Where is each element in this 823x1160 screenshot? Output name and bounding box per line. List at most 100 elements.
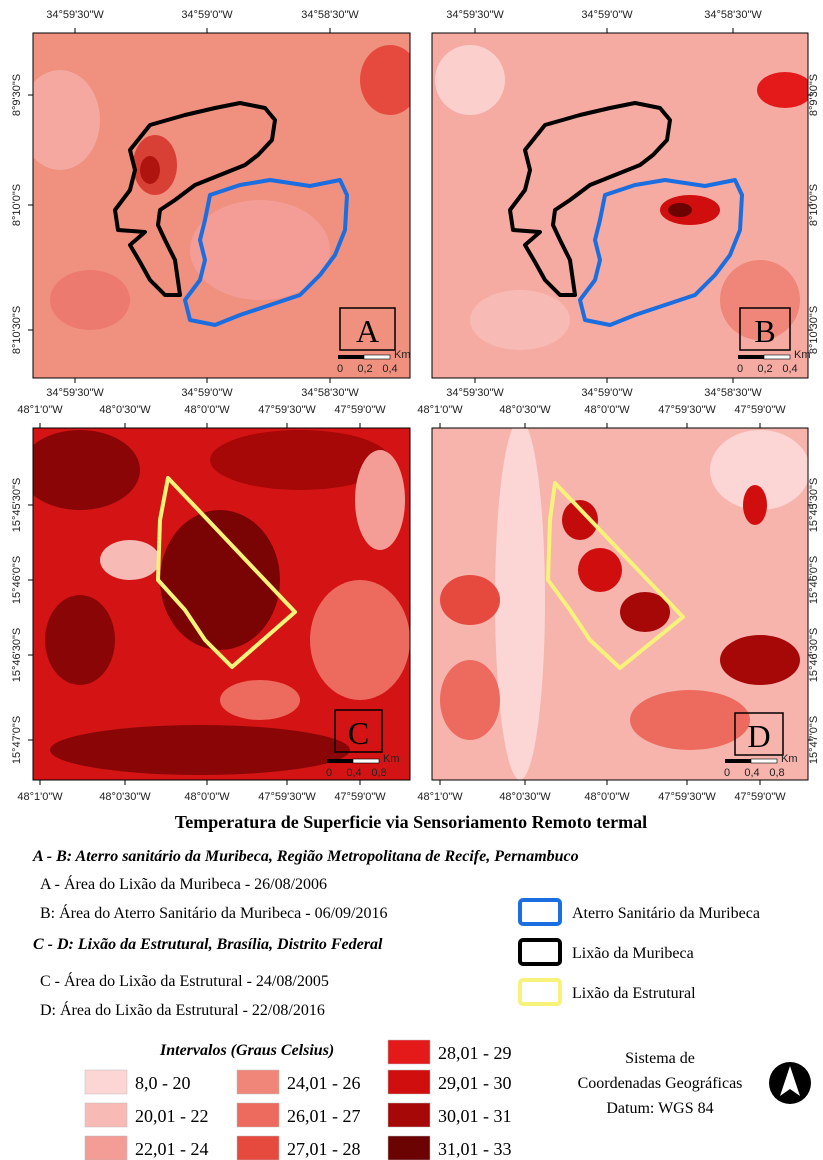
legend-swatch [388,1040,430,1064]
panel-label: C [348,715,369,751]
legend-label: 8,0 - 20 [135,1073,191,1093]
top-tick-label: 34°59'0"W [181,9,233,21]
scale-label: 0,8 [371,767,386,779]
outline-label: Aterro Sanitário da Muribeca [572,905,760,922]
group-item: C - Área do Lixão da Estrutural - 24/08/… [40,971,329,990]
top-tick-label: 34°59'30"W [46,9,104,21]
side-tick-label: 8°10'0"S [808,184,820,226]
bottom-tick-label: 48°0'30"W [99,791,151,803]
bottom-tick-label: 48°1'0"W [17,791,63,803]
scale-bar [764,355,790,359]
bottom-tick-label: 34°59'0"W [581,387,633,399]
bottom-tick-label: 48°1'0"W [417,791,463,803]
scale-label: 0,2 [757,363,772,375]
side-tick-label: 8°10'30"S [11,306,23,354]
top-tick-label: 47°59'30"W [258,404,316,416]
top-tick-label: 34°59'30"W [446,9,504,21]
side-tick-label: 8°9'30"S [808,74,820,116]
crs-text: Sistema de [625,1050,695,1067]
side-tick-label: 15°47'0"S [808,716,820,764]
scale-bar [338,355,364,359]
legend-label: 31,01 - 33 [438,1139,512,1159]
top-tick-label: 34°58'30"W [301,9,359,21]
group-item: D: Área do Lixão da Estrutural - 22/08/2… [40,1000,325,1019]
bottom-tick-label: 48°0'0"W [184,791,230,803]
scale-label: 0 [326,767,332,779]
legend-swatch [388,1136,430,1160]
scale-label: 0,4 [382,363,397,375]
bottom-tick-label: 34°59'0"W [181,387,233,399]
outline-swatch [520,900,560,924]
scale-bar [725,759,751,763]
bottom-tick-label: 47°59'0"W [334,791,386,803]
bottom-tick-label: 34°58'30"W [301,387,359,399]
outline-label: Lixão da Muribeca [572,945,694,962]
scale-bar [353,759,379,763]
scale-label: 0,4 [744,767,759,779]
legend-label: 29,01 - 30 [438,1073,512,1093]
scale-bar [738,355,764,359]
group-heading: A - B: Aterro sanitário da Muribeca, Reg… [32,848,579,865]
side-tick-label: 8°10'0"S [11,184,23,226]
side-tick-label: 15°46'30"S [808,628,820,682]
legend-swatch [85,1136,127,1160]
bottom-tick-label: 34°58'30"W [704,387,762,399]
panel-label: D [747,718,770,754]
legend-title: Intervalos (Graus Celsius) [159,1042,334,1059]
legend-swatch [85,1070,127,1094]
north-arrow [769,1062,811,1104]
group-heading: C - D: Lixão da Estrutural, Brasília, Di… [33,936,383,953]
scale-unit: Km [383,753,400,765]
top-tick-label: 48°1'0"W [417,404,463,416]
scale-label: 0,4 [782,363,797,375]
legend-swatch [237,1103,279,1127]
bottom-tick-label: 47°59'0"W [734,791,786,803]
top-tick-label: 48°0'0"W [184,404,230,416]
top-tick-label: 47°59'30"W [658,404,716,416]
legend-label: 24,01 - 26 [287,1073,361,1093]
scale-bar [364,355,390,359]
bottom-tick-label: 34°59'30"W [46,387,104,399]
scale-label: 0,4 [346,767,361,779]
top-tick-label: 47°59'0"W [334,404,386,416]
side-tick-label: 15°46'0"S [808,556,820,604]
top-tick-label: 48°1'0"W [17,404,63,416]
outline-swatch [520,980,560,1004]
legend-label: 27,01 - 28 [287,1139,361,1159]
crs-text: Datum: WGS 84 [606,1100,713,1117]
scale-label: 0 [337,363,343,375]
legend-swatch [85,1103,127,1127]
side-tick-label: 15°46'30"S [11,628,23,682]
top-tick-label: 34°58'30"W [704,9,762,21]
crs-text: Coordenadas Geográficas [578,1075,743,1092]
scale-label: 0,2 [357,363,372,375]
scale-unit: Km [781,753,798,765]
scale-label: 0 [724,767,730,779]
scale-label: 0 [737,363,743,375]
bottom-tick-label: 47°59'30"W [658,791,716,803]
outline-swatch [520,940,560,964]
side-tick-label: 15°45'30"S [11,478,23,532]
legend-label: 26,01 - 27 [287,1106,361,1126]
legend-label: 22,01 - 24 [135,1139,209,1159]
side-tick-label: 15°47'0"S [11,716,23,764]
legend-swatch [237,1136,279,1160]
figure: Temperatura de Superficie via Sensoriame… [0,0,823,1160]
group-item: B: Área do Aterro Sanitário da Muribeca … [40,903,387,922]
top-tick-label: 34°59'0"W [581,9,633,21]
top-tick-label: 47°59'0"W [734,404,786,416]
bottom-tick-label: 48°0'0"W [584,791,630,803]
scale-label: 0,8 [769,767,784,779]
legend-swatch [388,1070,430,1094]
side-tick-label: 15°45'30"S [808,478,820,532]
legend-label: 30,01 - 31 [438,1106,512,1126]
side-tick-label: 15°46'0"S [11,556,23,604]
panel-label: B [754,313,775,349]
bottom-tick-label: 34°59'30"W [446,387,504,399]
side-tick-label: 8°9'30"S [11,74,23,116]
legend-swatch [237,1070,279,1094]
group-item: A - Área do Lixão da Muribeca - 26/08/20… [40,874,327,893]
legend-swatch [388,1103,430,1127]
scale-bar [751,759,777,763]
caption: Temperatura de Superficie via Sensoriame… [175,812,647,832]
